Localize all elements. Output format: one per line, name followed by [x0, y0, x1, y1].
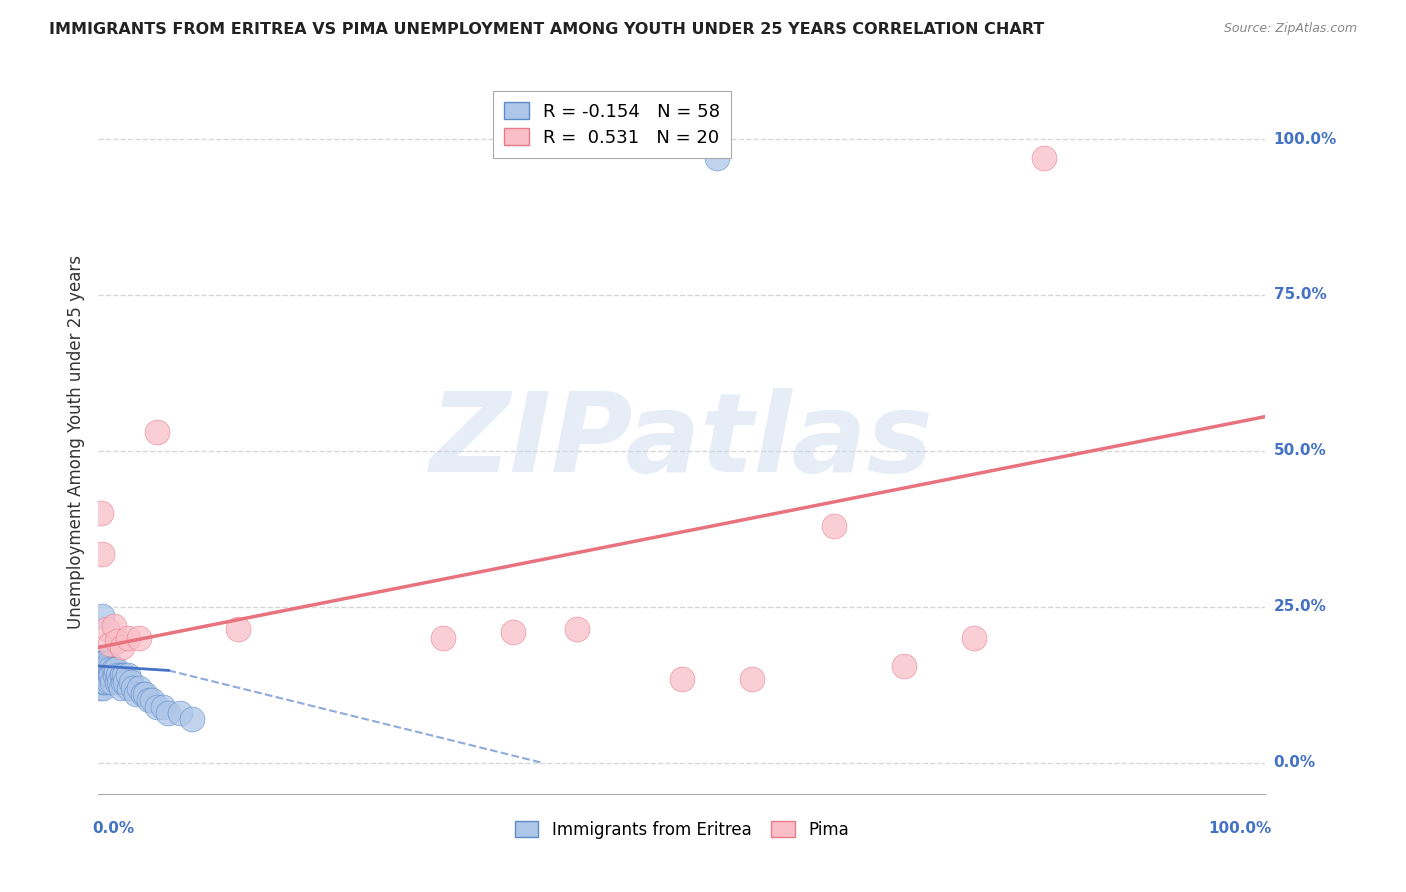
Point: [90, 674, 112, 689]
Point: [502, 624, 524, 639]
Text: 50.0%: 50.0%: [1274, 443, 1326, 458]
Point: [90, 547, 112, 561]
Point: [97, 674, 120, 689]
Point: [111, 668, 134, 682]
Point: [180, 712, 202, 726]
Point: [112, 668, 135, 682]
Point: [89, 656, 111, 670]
Point: [97, 662, 120, 676]
Point: [962, 631, 984, 645]
Point: [93, 656, 115, 670]
Point: [105, 674, 128, 689]
Text: 25.0%: 25.0%: [1274, 599, 1327, 615]
Point: [103, 618, 125, 632]
Y-axis label: Unemployment Among Youth under 25 years: Unemployment Among Youth under 25 years: [66, 254, 84, 629]
Point: [100, 668, 122, 682]
Point: [96, 662, 118, 676]
Point: [107, 668, 129, 682]
Point: [128, 681, 150, 695]
Point: [111, 674, 134, 689]
Point: [141, 693, 163, 707]
Point: [122, 681, 145, 695]
Point: [105, 634, 128, 648]
Point: [132, 687, 155, 701]
Point: [96, 622, 118, 636]
Point: [103, 662, 125, 676]
Point: [90, 674, 112, 689]
Point: [97, 656, 120, 670]
Point: [90, 668, 112, 682]
Point: [89, 681, 111, 695]
Point: [91, 668, 114, 682]
Point: [98, 668, 121, 682]
Point: [94, 674, 117, 689]
Point: [823, 518, 845, 533]
Point: [565, 622, 588, 636]
Point: [89, 668, 111, 682]
Point: [114, 674, 136, 689]
Point: [90, 668, 112, 682]
Point: [125, 687, 148, 701]
Point: [1032, 151, 1054, 165]
Point: [157, 706, 180, 720]
Point: [110, 681, 132, 695]
Point: [91, 681, 114, 695]
Point: [432, 631, 454, 645]
Point: [152, 699, 174, 714]
Point: [97, 668, 120, 682]
Point: [117, 668, 139, 682]
Point: [117, 631, 139, 645]
Point: [138, 693, 160, 707]
Point: [90, 506, 112, 520]
Point: [90, 649, 112, 664]
Point: [96, 668, 118, 682]
Point: [101, 674, 124, 689]
Legend: Immigrants from Eritrea, Pima: Immigrants from Eritrea, Pima: [505, 811, 859, 849]
Text: 0.0%: 0.0%: [93, 821, 135, 836]
Point: [169, 706, 191, 720]
Point: [98, 637, 121, 651]
Point: [90, 609, 112, 624]
Point: [90, 662, 112, 676]
Point: [90, 662, 112, 676]
Point: [108, 674, 131, 689]
Point: [120, 674, 142, 689]
Point: [89, 662, 111, 676]
Point: [741, 672, 763, 686]
Point: [94, 668, 117, 682]
Point: [146, 425, 169, 440]
Point: [98, 662, 121, 676]
Point: [94, 662, 117, 676]
Text: 75.0%: 75.0%: [1274, 287, 1326, 302]
Point: [104, 668, 127, 682]
Text: IMMIGRANTS FROM ERITREA VS PIMA UNEMPLOYMENT AMONG YOUTH UNDER 25 YEARS CORRELAT: IMMIGRANTS FROM ERITREA VS PIMA UNEMPLOY…: [49, 22, 1045, 37]
Point: [91, 662, 114, 676]
Point: [118, 681, 141, 695]
Point: [146, 699, 169, 714]
Text: Source: ZipAtlas.com: Source: ZipAtlas.com: [1223, 22, 1357, 36]
Text: 100.0%: 100.0%: [1208, 821, 1271, 836]
Point: [93, 674, 115, 689]
Point: [128, 631, 150, 645]
Point: [228, 622, 250, 636]
Point: [134, 687, 156, 701]
Point: [111, 640, 134, 655]
Point: [706, 151, 728, 165]
Point: [90, 656, 112, 670]
Text: 0.0%: 0.0%: [1274, 756, 1316, 770]
Point: [93, 662, 115, 676]
Point: [104, 662, 127, 676]
Point: [671, 672, 693, 686]
Point: [90, 656, 112, 670]
Text: ZIPatlas: ZIPatlas: [430, 388, 934, 495]
Point: [893, 659, 915, 673]
Text: 100.0%: 100.0%: [1274, 132, 1337, 146]
